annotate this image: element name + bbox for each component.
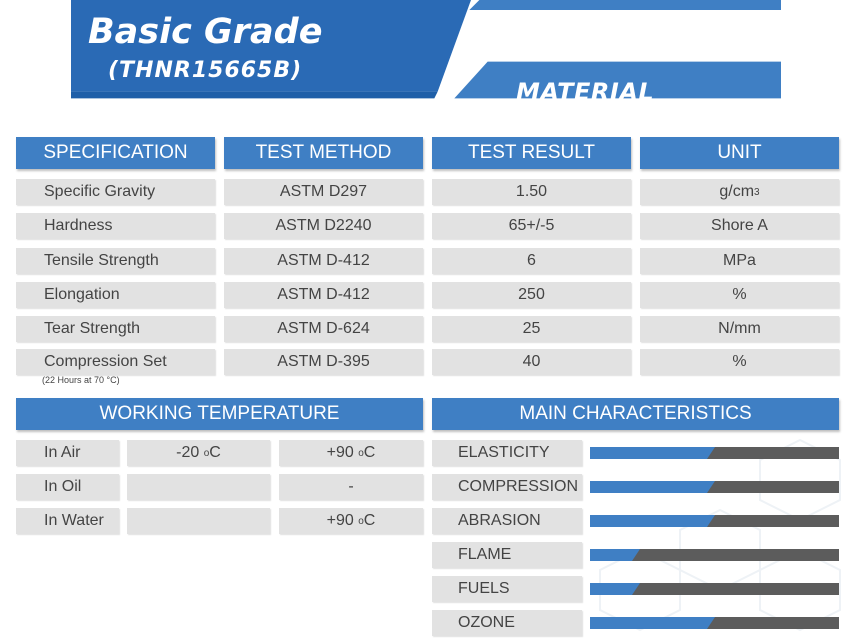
- spec-method: ASTM D-412: [224, 282, 423, 308]
- temperature-min: [127, 508, 270, 534]
- characteristic-level-bar: [590, 617, 839, 629]
- col-header-unit: UNIT: [640, 137, 839, 169]
- spec-result: 25: [432, 316, 631, 342]
- spec-result: 250: [432, 282, 631, 308]
- degree-sign: o: [203, 447, 210, 459]
- spec-method: ASTM D-624: [224, 316, 423, 342]
- spec-result: 6: [432, 248, 631, 274]
- spec-method: ASTM D297: [224, 179, 423, 205]
- degree-sign: o: [358, 447, 364, 459]
- page-subtitle: (THNR15665B): [108, 58, 303, 83]
- spec-unit: g/cm 3: [640, 179, 839, 205]
- unit-superscript: 3: [754, 186, 760, 198]
- unit-text: g/cm: [719, 183, 755, 200]
- level-fill: [590, 481, 707, 493]
- spec-name: Hardness: [16, 213, 215, 239]
- level-fill: [590, 617, 707, 629]
- spec-unit: %: [640, 349, 839, 375]
- max-value: +90: [326, 512, 354, 529]
- min-unit: C: [209, 444, 221, 461]
- spec-name: Specific Gravity: [16, 179, 215, 205]
- level-fill: [590, 549, 632, 561]
- characteristic-label: ELASTICITY: [432, 440, 582, 466]
- level-fill-cap: [707, 481, 715, 493]
- spec-method: ASTM D-412: [224, 248, 423, 274]
- max-value: +90: [326, 444, 354, 461]
- page-title: Basic Grade: [88, 12, 323, 52]
- characteristic-level-bar: [590, 583, 839, 595]
- spec-unit: N/mm: [640, 316, 839, 342]
- spec-result: 40: [432, 349, 631, 375]
- spec-method: ASTM D2240: [224, 213, 423, 239]
- level-fill: [590, 583, 632, 595]
- spec-name: Tear Strength: [16, 316, 215, 342]
- temperature-medium: In Air: [16, 440, 119, 466]
- min-value: -20: [176, 444, 200, 461]
- temperature-min: [127, 474, 270, 500]
- temperature-medium: In Water: [16, 508, 119, 534]
- compression-set-note: (22 Hours at 70 °C): [42, 375, 120, 385]
- characteristic-level-bar: [590, 515, 839, 527]
- spec-result: 1.50: [432, 179, 631, 205]
- max-unit: C: [363, 512, 376, 529]
- level-fill-cap: [632, 583, 640, 595]
- spec-name: Tensile Strength: [16, 248, 215, 274]
- level-fill-cap: [707, 617, 715, 629]
- spec-method: ASTM D-395: [224, 349, 423, 375]
- characteristic-label: OZONE: [432, 610, 582, 636]
- temperature-max: -: [279, 474, 423, 500]
- level-fill: [590, 447, 707, 459]
- characteristic-label: FUELS: [432, 576, 582, 602]
- col-header-test-method: TEST METHOD: [224, 137, 423, 169]
- spec-result: 65+/-5: [432, 213, 631, 239]
- characteristic-level-bar: [590, 549, 839, 561]
- main-characteristics-header: MAIN CHARACTERISTICS: [432, 398, 839, 430]
- level-fill-cap: [707, 515, 715, 527]
- characteristic-label: COMPRESSION: [432, 474, 582, 500]
- level-fill-cap: [707, 447, 715, 459]
- spec-name: Compression Set: [16, 349, 215, 375]
- degree-sign: o: [358, 515, 364, 527]
- max-unit: C: [363, 444, 376, 461]
- header-background: [71, 0, 781, 99]
- characteristic-level-bar: [590, 447, 839, 459]
- characteristic-label: FLAME: [432, 542, 582, 568]
- col-header-specification: SPECIFICATION: [16, 137, 215, 169]
- working-temperature-header: WORKING TEMPERATURE: [16, 398, 423, 430]
- level-fill-cap: [632, 549, 640, 561]
- temperature-medium: In Oil: [16, 474, 119, 500]
- col-header-test-result: TEST RESULT: [432, 137, 631, 169]
- characteristic-level-bar: [590, 481, 839, 493]
- spec-unit: Shore A: [640, 213, 839, 239]
- spec-name: Elongation: [16, 282, 215, 308]
- level-fill: [590, 515, 707, 527]
- spec-unit: MPa: [640, 248, 839, 274]
- spec-unit: %: [640, 282, 839, 308]
- characteristic-label: ABRASION: [432, 508, 582, 534]
- section-title: MATERIAL SPECIFICATION: [516, 78, 726, 134]
